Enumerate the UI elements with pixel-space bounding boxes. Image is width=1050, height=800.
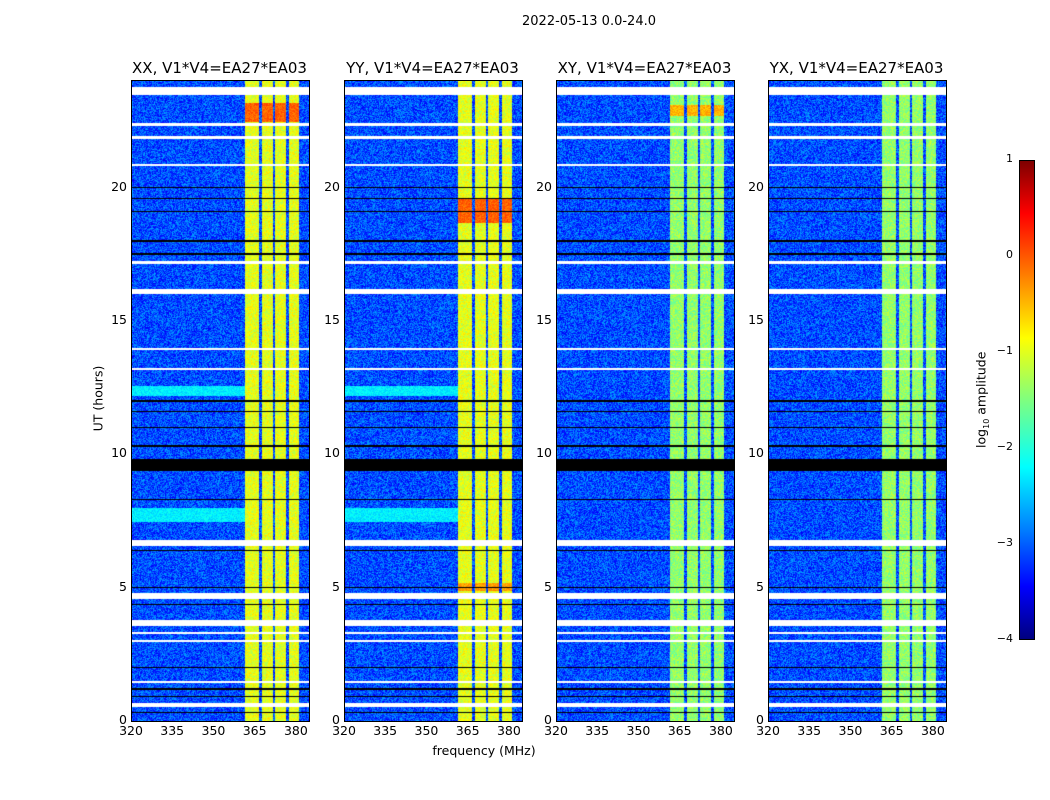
x-tick-label: 335: [797, 723, 822, 738]
x-tick-label: 365: [667, 723, 692, 738]
x-tick-label: 320: [544, 723, 568, 738]
y-tick-label: 20: [748, 178, 764, 194]
panel-title: YX, V1*V4=EA27*EA03: [769, 59, 944, 77]
x-axis-label: frequency (MHz): [432, 743, 536, 758]
y-tick-label: 5: [756, 578, 764, 594]
x-tick-label: 335: [373, 723, 398, 738]
spectrogram-panel-1: [344, 80, 523, 722]
colorbar-tick-label: 0: [1006, 248, 1013, 261]
x-tick-label: 380: [920, 723, 945, 738]
colorbar-tick-label: −3: [996, 536, 1013, 549]
x-tick-label: 380: [496, 723, 521, 738]
y-axis-label: UT (hours): [90, 365, 106, 432]
x-tick-label: 365: [455, 723, 480, 738]
x-tick-label: 380: [708, 723, 733, 738]
y-tick-label: 0: [119, 712, 127, 727]
y-tick-label: 15: [748, 312, 764, 327]
panel-title: YY, V1*V4=EA27*EA03: [346, 59, 519, 77]
y-tick-label: 20: [111, 178, 127, 194]
x-tick-label: 380: [283, 723, 308, 738]
x-tick-label: 350: [838, 723, 863, 738]
spectrogram-panel-0: [131, 80, 310, 722]
colorbar-tick-label: 1: [1006, 152, 1013, 165]
spectrogram-panel-2: [556, 80, 735, 722]
y-tick-label: 20: [536, 178, 552, 194]
colorbar-label-main: log: [973, 428, 989, 448]
y-tick-label: 15: [536, 312, 552, 327]
colorbar: [1019, 160, 1035, 640]
y-tick-label: 0: [332, 712, 340, 727]
y-tick-label: 15: [111, 312, 127, 327]
y-tick-label: 0: [756, 712, 764, 727]
y-tick-label: 0: [544, 712, 552, 727]
y-tick-label: 5: [544, 578, 552, 594]
y-tick-label: 10: [748, 445, 764, 461]
x-tick-label: 350: [414, 723, 439, 738]
colorbar-tick-label: −4: [996, 632, 1013, 645]
x-tick-label: 350: [626, 723, 651, 738]
y-tick-label: 20: [324, 178, 340, 194]
y-tick-label: 10: [536, 445, 552, 461]
colorbar-label-sub: 10: [981, 418, 991, 429]
y-tick-label: 10: [111, 445, 127, 461]
colorbar-label-rest: amplitude: [973, 351, 989, 419]
suptitle: 2022-05-13 0.0-24.0: [522, 14, 656, 29]
y-tick-label: 5: [332, 578, 340, 594]
x-tick-label: 320: [756, 723, 780, 738]
colorbar-label: log10 amplitude: [973, 340, 991, 460]
x-tick-label: 320: [119, 723, 143, 738]
x-tick-label: 335: [160, 723, 185, 738]
x-tick-label: 350: [201, 723, 226, 738]
x-tick-label: 365: [242, 723, 267, 738]
x-tick-label: 365: [879, 723, 904, 738]
y-tick-label: 10: [324, 445, 340, 461]
panel-title: XX, V1*V4=EA27*EA03: [132, 59, 307, 77]
panel-title: XY, V1*V4=EA27*EA03: [557, 59, 732, 77]
colorbar-tick-label: −2: [996, 440, 1013, 453]
y-tick-label: 5: [119, 578, 127, 594]
x-tick-label: 320: [332, 723, 356, 738]
spectrogram-panel-3: [768, 80, 947, 722]
y-tick-label: 15: [324, 312, 340, 327]
colorbar-tick-label: −1: [996, 344, 1013, 357]
x-tick-label: 335: [585, 723, 610, 738]
